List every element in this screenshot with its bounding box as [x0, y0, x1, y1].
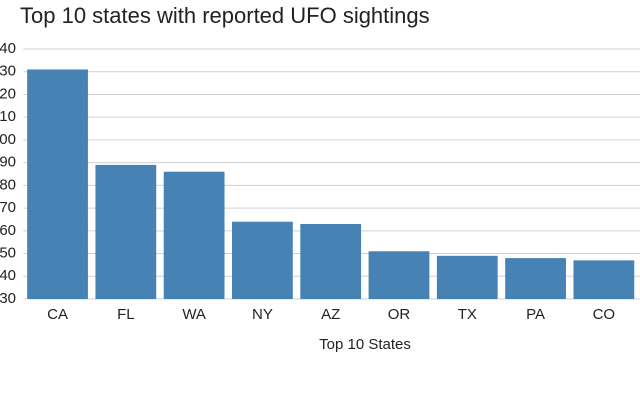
bar [95, 164, 157, 299]
x-tick-label: PA [526, 306, 545, 323]
x-tick-label: OR [388, 306, 411, 323]
x-tick-label: AZ [321, 306, 340, 323]
y-tick-label: 140 [0, 40, 16, 57]
y-tick-label: 130 [0, 63, 16, 80]
y-tick-label: 110 [0, 108, 16, 125]
y-tick-label: 70 [0, 199, 16, 216]
y-tick-label: 50 [0, 245, 16, 262]
bar [232, 221, 293, 299]
x-tick-label: CO [593, 306, 616, 323]
x-tick-label: WA [182, 306, 206, 323]
y-tick-label: 30 [0, 290, 16, 307]
y-tick-label: 120 [0, 85, 16, 102]
x-tick-label: FL [117, 306, 135, 323]
x-tick-label: NY [252, 306, 273, 323]
chart-title: Top 10 states with reported UFO sighting… [20, 3, 430, 28]
bar [300, 224, 362, 299]
x-axis-label: Top 10 States [319, 336, 411, 353]
bar [505, 258, 566, 299]
y-tick-label: 80 [0, 176, 16, 193]
bar [573, 260, 635, 299]
bar [436, 255, 498, 299]
bar [163, 171, 225, 299]
bar [368, 251, 430, 299]
y-tick-label: 90 [0, 154, 16, 171]
y-tick-label: 100 [0, 131, 16, 148]
y-tick-label: 60 [0, 222, 16, 239]
x-tick-label: TX [458, 306, 477, 323]
bar [27, 69, 88, 299]
y-tick-label: 40 [0, 267, 16, 284]
x-tick-label: CA [47, 306, 68, 323]
